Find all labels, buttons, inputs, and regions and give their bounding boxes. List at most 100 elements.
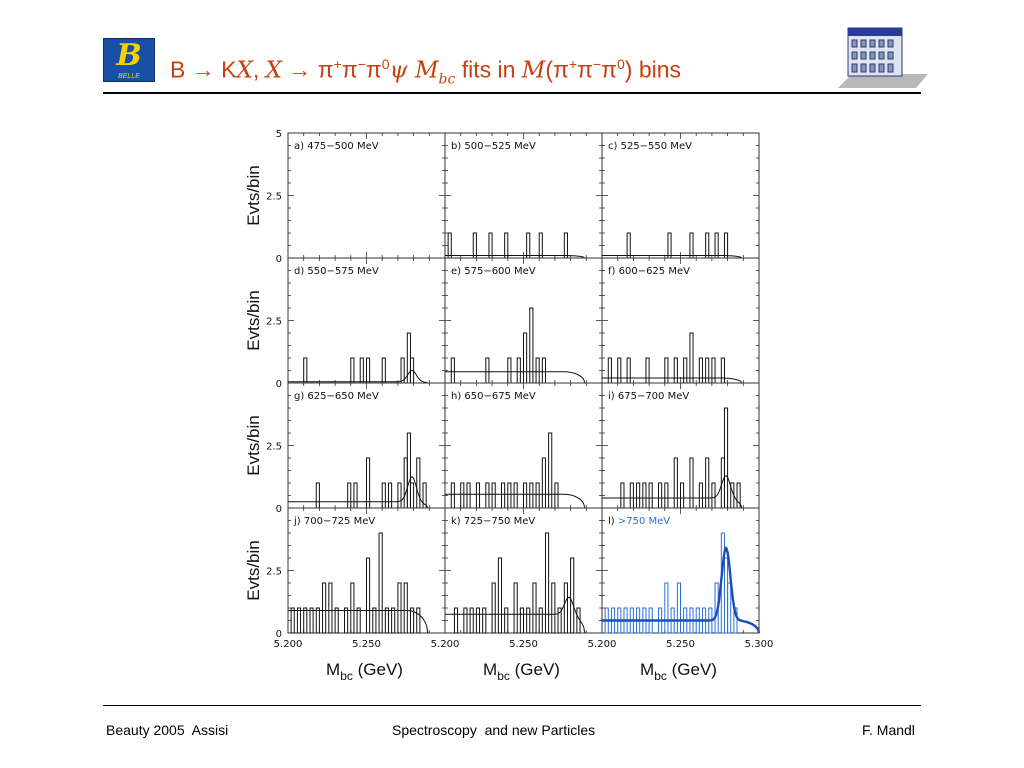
histogram-bin [664, 357, 669, 384]
x-tick-label: 5.250 [666, 639, 695, 650]
histogram-bin [705, 357, 710, 384]
histogram-bin [491, 582, 496, 634]
histogram-bin [416, 457, 421, 509]
x-axis-label-unit: (GeV) [353, 660, 403, 679]
histogram-bin [535, 357, 540, 384]
histogram-bin [541, 357, 546, 384]
histogram-bin [504, 607, 509, 634]
panel-label: h) 650−675 MeV [451, 391, 536, 402]
histogram-bin [353, 482, 358, 509]
histogram-bin [366, 457, 371, 509]
histogram-bin [290, 607, 295, 634]
histogram-bin [387, 482, 393, 509]
x-axis-label-unit: (GeV) [510, 660, 560, 679]
histogram-bin [516, 357, 521, 384]
histogram-bin [645, 357, 650, 384]
panel-label: c) 525−550 MeV [608, 141, 692, 152]
y-tick-label: 0 [276, 629, 282, 640]
histogram-bin [563, 232, 568, 259]
histogram-bin [409, 482, 415, 509]
fit-curve [445, 493, 586, 509]
histogram-bin [409, 607, 415, 634]
histogram-bin [544, 532, 550, 634]
histogram-bin [344, 607, 349, 634]
histogram-bin [607, 357, 612, 384]
footer-right: F. Mandl [862, 722, 915, 738]
histogram-bin [397, 582, 402, 634]
histogram-bin [642, 482, 647, 509]
histogram-bin [541, 457, 546, 509]
histogram-bin [620, 482, 625, 509]
histogram-bin [680, 482, 685, 509]
histogram-bin [447, 232, 452, 259]
x-axis-label-symbol: M [326, 660, 340, 679]
panel-label: f) 600−625 MeV [608, 266, 690, 277]
histogram-bin [366, 557, 371, 634]
histogram-bin [384, 607, 389, 634]
fit-curve [602, 377, 743, 384]
histogram-bin [296, 607, 302, 634]
histogram-bin [328, 582, 333, 634]
histogram-bin [497, 557, 503, 634]
histogram-bin [720, 357, 725, 384]
fit-curve [602, 545, 761, 634]
panel-label: a) 475−500 MeV [294, 141, 379, 152]
histogram-bin [554, 482, 559, 509]
histogram-bin [315, 607, 320, 634]
y-tick-label: 2.5 [266, 567, 282, 578]
histogram-bin [513, 582, 518, 634]
histogram-bin [664, 582, 669, 634]
histogram-bin [450, 482, 455, 509]
x-axis-label-unit: (GeV) [667, 660, 717, 679]
histogram-bin [626, 357, 631, 384]
x-axis-label-symbol: M [483, 660, 497, 679]
histogram-bin [356, 607, 361, 634]
histogram-bin [523, 332, 528, 384]
panel-label: k) 725−750 MeV [451, 516, 535, 527]
y-tick-label: 2.5 [266, 317, 282, 328]
histogram-bin [466, 482, 471, 509]
panel-label: e) 575−600 MeV [451, 266, 536, 277]
histogram-bin [416, 607, 421, 634]
histogram-bin [689, 332, 694, 384]
histogram-bin [711, 357, 716, 384]
histogram-bin [504, 232, 509, 259]
y-tick-label: 2.5 [266, 442, 282, 453]
histogram-bin [469, 607, 474, 634]
histogram-bin [513, 482, 518, 509]
histogram-bin [557, 607, 562, 634]
y-axis-label: Evts/bin [244, 540, 263, 600]
slide-title: B → KX, X → π+π−π0ψ Mbc fits in M(π+π−π0… [170, 56, 682, 88]
panel-label: l) >750 MeV [608, 516, 670, 527]
fit-curve [445, 596, 586, 634]
x-tick-label: 5.200 [588, 639, 617, 650]
y-tick-label: 2.5 [266, 192, 282, 203]
histogram-bin [538, 607, 543, 634]
panel-label-range: >750 MeV [618, 516, 670, 527]
y-axis-label: Evts/bin [244, 290, 263, 350]
panel-label: j) 700−725 MeV [293, 516, 375, 527]
histogram-bin [403, 582, 408, 634]
histogram-bin [658, 482, 663, 509]
histogram-bin [472, 232, 477, 259]
histogram-bin [538, 232, 543, 259]
histogram-bin [475, 607, 481, 634]
footer-rule [103, 705, 921, 706]
fit-curve [445, 255, 586, 259]
histogram-bin [315, 482, 320, 509]
panel-label-prefix: l) [608, 516, 618, 527]
histogram-bin [535, 482, 540, 509]
x-tick-label: 5.250 [509, 639, 538, 650]
histogram-bin [727, 582, 732, 634]
histogram-bin [532, 582, 537, 634]
x-tick-label: 5.300 [745, 639, 774, 650]
histogram-bin [683, 357, 688, 384]
histogram-bin [453, 607, 459, 634]
histogram-bin [664, 482, 669, 509]
fit-curve [445, 371, 586, 384]
histogram-bin [485, 482, 490, 509]
histogram-bin [673, 357, 678, 384]
panel-label: d) 550−575 MeV [294, 266, 379, 277]
histogram-bin [698, 357, 703, 384]
y-tick-label: 0 [276, 504, 282, 515]
